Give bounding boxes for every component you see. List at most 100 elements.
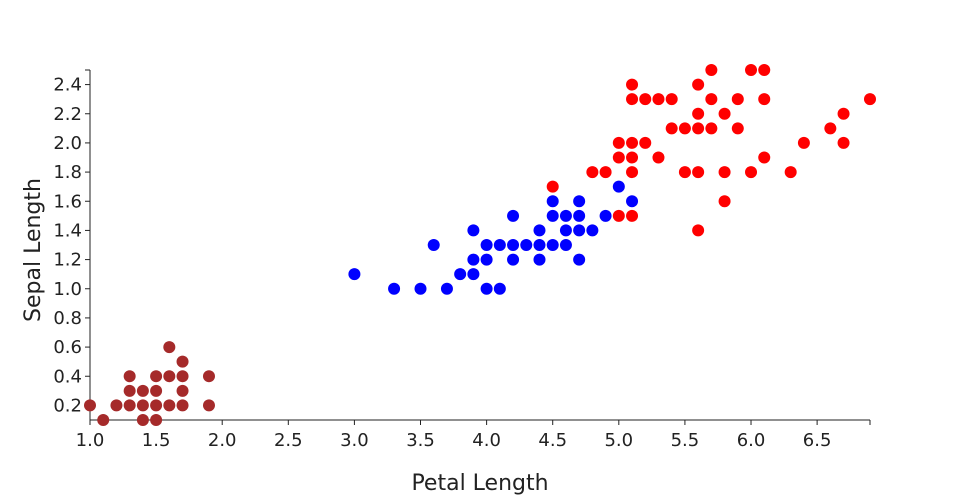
series-1: [348, 180, 639, 295]
data-point: [163, 399, 176, 412]
y-tick-label: 0.4: [53, 366, 82, 387]
data-point: [136, 399, 149, 412]
data-point: [163, 341, 176, 354]
x-axis-title: Petal Length: [411, 471, 548, 496]
data-point: [467, 268, 480, 281]
plot-area: [84, 64, 876, 426]
data-point: [758, 93, 771, 106]
x-tick-label: 5.5: [671, 430, 700, 451]
data-point: [176, 384, 189, 397]
data-point: [123, 384, 136, 397]
data-point: [864, 93, 876, 106]
data-point: [507, 239, 520, 251]
data-point: [652, 93, 665, 106]
y-tick-label: 2.2: [53, 104, 82, 125]
data-point: [176, 399, 189, 412]
y-tick-label: 1.2: [53, 250, 82, 271]
data-point: [427, 239, 440, 251]
data-point: [612, 136, 625, 149]
data-point: [97, 414, 110, 426]
data-point: [150, 399, 163, 412]
data-point: [678, 122, 691, 135]
x-tick-label: 2.5: [274, 430, 303, 451]
data-point: [599, 166, 612, 179]
data-point: [692, 224, 705, 237]
x-tick-label: 1.0: [76, 430, 105, 451]
data-point: [388, 282, 401, 295]
y-tick-label: 2.0: [53, 133, 82, 154]
x-tick-label: 6.5: [803, 430, 832, 451]
data-point: [150, 414, 163, 426]
x-tick-label: 4.0: [472, 430, 501, 451]
data-point: [718, 195, 731, 208]
y-tick-label: 1.0: [53, 279, 82, 300]
data-point: [692, 122, 705, 135]
data-point: [202, 399, 215, 412]
data-point: [626, 93, 639, 106]
data-point: [520, 239, 533, 251]
axes: [89, 70, 870, 421]
data-point: [586, 224, 599, 237]
x-tick-label: 2.0: [208, 430, 237, 451]
y-tick-label: 1.8: [53, 162, 82, 183]
data-point: [533, 224, 546, 237]
data-point: [837, 136, 850, 149]
data-point: [123, 399, 136, 412]
data-point: [533, 253, 546, 266]
data-point: [150, 384, 163, 397]
data-point: [176, 355, 189, 368]
data-point: [414, 282, 427, 295]
x-tick-label: 1.5: [142, 430, 171, 451]
x-tick-label: 5.0: [604, 430, 633, 451]
data-point: [123, 370, 136, 383]
data-point: [136, 384, 149, 397]
data-point: [493, 239, 506, 251]
data-point: [573, 253, 586, 266]
y-axis-title: Sepal Length: [21, 178, 46, 322]
data-point: [692, 107, 705, 120]
x-tick-label: 3.5: [406, 430, 435, 451]
data-point: [731, 122, 744, 135]
data-point: [480, 253, 493, 266]
data-point: [507, 209, 520, 222]
y-tick-label: 0.8: [53, 308, 82, 329]
data-point: [612, 209, 625, 222]
data-point: [480, 239, 493, 251]
data-point: [705, 93, 718, 106]
data-point: [665, 122, 678, 135]
data-point: [348, 268, 361, 281]
data-point: [586, 166, 599, 179]
data-point: [745, 64, 758, 76]
data-point: [797, 136, 810, 149]
y-tick-label: 0.2: [53, 395, 82, 416]
series-2: [546, 64, 876, 237]
data-point: [599, 209, 612, 222]
data-point: [440, 282, 453, 295]
data-point: [533, 239, 546, 251]
data-point: [84, 399, 96, 412]
data-point: [546, 195, 559, 208]
data-point: [573, 224, 586, 237]
data-point: [612, 151, 625, 164]
data-point: [705, 122, 718, 135]
data-point: [559, 239, 572, 251]
data-point: [784, 166, 797, 179]
data-point: [480, 282, 493, 295]
data-point: [758, 151, 771, 164]
data-point: [546, 209, 559, 222]
data-point: [467, 224, 480, 237]
data-point: [824, 122, 837, 135]
y-tick-label: 1.4: [53, 220, 82, 241]
data-point: [718, 166, 731, 179]
data-point: [573, 195, 586, 208]
data-point: [692, 166, 705, 179]
data-point: [176, 370, 189, 383]
data-point: [692, 78, 705, 91]
y-tick-label: 2.4: [53, 75, 82, 96]
data-point: [678, 166, 691, 179]
data-point: [639, 136, 652, 149]
data-point: [573, 209, 586, 222]
data-point: [493, 282, 506, 295]
x-axis-ticks: 1.0 1.5 2.0 2.5 3.0 3.5 4.0 4.5 5.0 5.5 6.0 6.5: [76, 420, 871, 451]
